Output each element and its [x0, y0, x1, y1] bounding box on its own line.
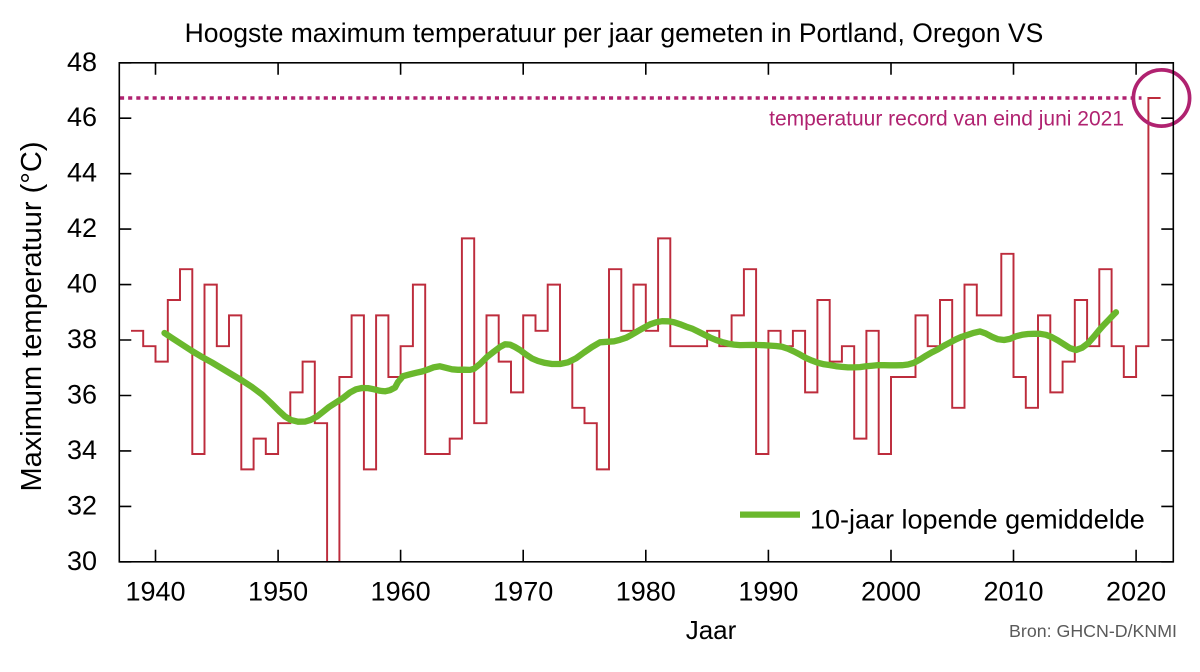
- svg-text:1950: 1950: [248, 577, 308, 607]
- svg-text:38: 38: [67, 324, 97, 354]
- svg-text:Maximum temperatuur (°C): Maximum temperatuur (°C): [16, 142, 48, 492]
- svg-text:36: 36: [67, 380, 97, 410]
- svg-text:1970: 1970: [493, 577, 553, 607]
- svg-text:2020: 2020: [1106, 577, 1166, 607]
- svg-text:40: 40: [67, 269, 97, 299]
- svg-text:42: 42: [67, 213, 97, 243]
- svg-text:1940: 1940: [125, 577, 185, 607]
- svg-text:temperatuur record van eind ju: temperatuur record van eind juni 2021: [769, 108, 1124, 131]
- svg-text:1960: 1960: [371, 577, 431, 607]
- svg-text:32: 32: [67, 490, 97, 520]
- svg-text:2010: 2010: [983, 577, 1043, 607]
- svg-text:46: 46: [67, 102, 97, 132]
- svg-text:2000: 2000: [861, 577, 921, 607]
- svg-text:Jaar: Jaar: [686, 615, 737, 645]
- svg-text:10-jaar lopende gemiddelde: 10-jaar lopende gemiddelde: [810, 505, 1145, 535]
- svg-text:Hoogste maximum temperatuur pe: Hoogste maximum temperatuur per jaar gem…: [185, 18, 1044, 48]
- svg-text:34: 34: [67, 435, 97, 465]
- svg-text:44: 44: [67, 158, 97, 188]
- svg-text:1980: 1980: [616, 577, 676, 607]
- svg-text:48: 48: [67, 47, 97, 77]
- svg-text:Bron: GHCN-D/KNMI: Bron: GHCN-D/KNMI: [1009, 621, 1177, 641]
- svg-text:1990: 1990: [738, 577, 798, 607]
- svg-text:30: 30: [67, 546, 97, 576]
